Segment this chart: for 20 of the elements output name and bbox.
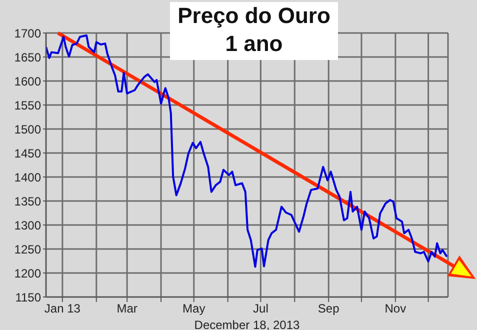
y-tick-label: 1200 <box>14 266 42 280</box>
y-tick-label: 1250 <box>14 242 42 256</box>
y-tick-label: 1400 <box>14 170 42 184</box>
y-tick-label: 1600 <box>14 74 42 88</box>
y-tick-label: 1300 <box>14 218 42 232</box>
x-tick-label: Sep <box>318 302 340 316</box>
x-tick-label: Nov <box>384 302 406 316</box>
y-tick-label: 1500 <box>14 122 42 136</box>
y-tick-label: 1450 <box>14 146 42 160</box>
y-tick-label: 1350 <box>14 194 42 208</box>
x-tick-label: Jan 13 <box>44 302 81 316</box>
y-tick-label: 1550 <box>14 98 42 112</box>
y-tick-label: 1700 <box>14 26 42 40</box>
y-tick-label: 1650 <box>14 50 42 64</box>
chart-subtitle: 1 ano <box>224 30 284 58</box>
chart-title: Preço do Ouro <box>176 2 332 30</box>
x-tick-label: May <box>182 302 206 316</box>
y-tick-label: 1150 <box>15 290 42 304</box>
x-tick-label: Jul <box>253 302 268 316</box>
x-tick-label: Mar <box>116 302 138 316</box>
